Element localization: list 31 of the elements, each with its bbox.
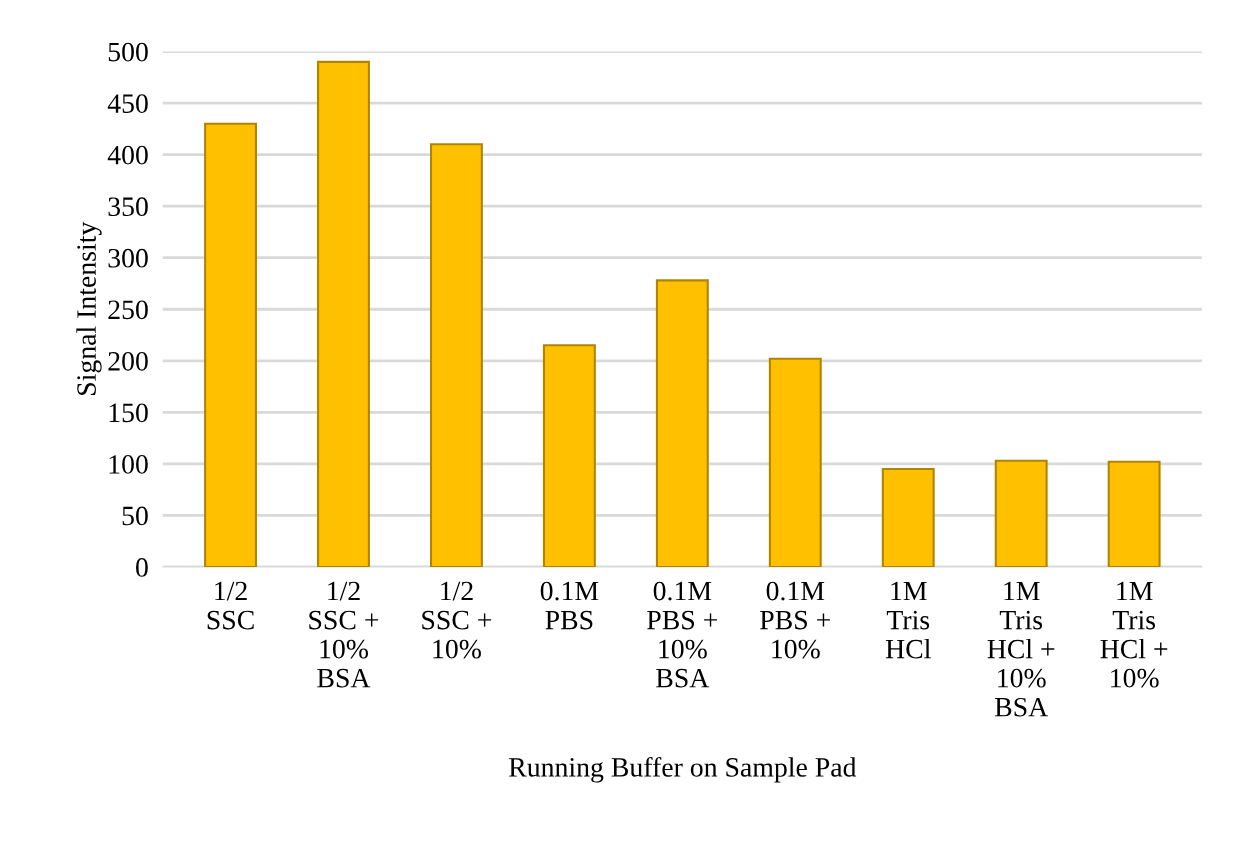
bar (429, 143, 483, 567)
y-tick-label: 400 (107, 145, 148, 165)
x-tick-label: 0.1M PBS + 10% (760, 581, 830, 659)
x-tick-label: 1/2 SSC (207, 581, 254, 630)
x-tick-label: 1/2 SSC + 10% (422, 581, 492, 659)
y-tick-label: 50 (122, 506, 148, 526)
y-tick-label: 250 (108, 300, 148, 320)
x-tick-label: 0.1M PBS + 10% BSA (647, 581, 717, 688)
y-tick-label: 300 (108, 248, 148, 268)
bar (881, 467, 935, 567)
y-tick-label: 500 (108, 42, 148, 62)
x-tick-label: 1M Tris HCl + 10% BSA (987, 581, 1055, 717)
bar (204, 122, 257, 567)
y-tick-label: 150 (109, 403, 148, 423)
y-tick-label: 450 (107, 94, 148, 113)
y-tick-label: 100 (109, 455, 148, 474)
x-tick-label: 1M Tris HCl + 10% (1100, 581, 1168, 688)
x-axis-title: Running Buffer on Sample Pad (509, 756, 857, 783)
y-tick-label: 0 (136, 558, 148, 577)
y-tick-label: 350 (108, 197, 148, 217)
x-tick-label: 0.1M PBS (540, 581, 599, 630)
x-tick-label: 1M Tris HCl (885, 581, 931, 659)
bar (768, 357, 822, 567)
bar (655, 279, 709, 567)
bar (542, 344, 596, 567)
x-tick-label: 1/2 SSC + 10% BSA (309, 581, 379, 688)
y-tick-label: 200 (108, 351, 148, 371)
y-axis-title: Signal Intensity (76, 221, 102, 395)
bar (1107, 460, 1161, 567)
bar (994, 459, 1048, 567)
bar (317, 60, 370, 567)
